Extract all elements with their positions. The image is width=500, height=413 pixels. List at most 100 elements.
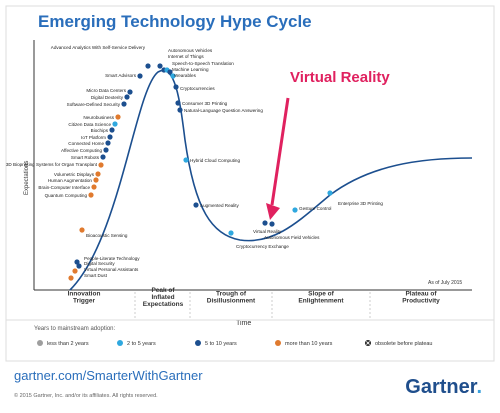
tech-point (228, 230, 234, 236)
tech-point (173, 84, 179, 90)
copyright: © 2015 Gartner, Inc. and/or its affiliat… (14, 393, 158, 399)
tech-point (175, 100, 181, 106)
tech-label: Citizen Data Science (68, 122, 111, 127)
tech-point (95, 171, 101, 177)
tech-label: Machine Learning (172, 67, 209, 72)
tech-point (109, 127, 115, 133)
legend-dot-icon (195, 340, 201, 346)
phase-label: Plateau of Productivity (402, 291, 440, 305)
tech-point (127, 89, 133, 95)
brand-logo: Gartner. (405, 376, 482, 399)
tech-label: Bioacoustic Sensing (86, 233, 128, 238)
tech-label: Smart Robots (71, 155, 100, 160)
tech-point (98, 162, 104, 168)
tech-label: Cryptocurrencies (180, 86, 215, 91)
tech-label: Hybrid Cloud Computing (190, 158, 240, 163)
legend-title: Years to mainstream adoption: (34, 326, 115, 332)
phase-separators (134, 292, 371, 318)
legend-label: obsolete before plateau (375, 341, 433, 347)
tech-point (170, 73, 176, 79)
chart-frame (5, 5, 495, 362)
tech-point (262, 220, 268, 226)
tech-point (327, 190, 333, 196)
tech-label: Cryptocurrency Exchange (236, 244, 289, 249)
tech-label: Connected Home (68, 141, 104, 146)
legend-label: 2 to 5 years (127, 341, 156, 347)
tech-label: Human Augmentation (48, 178, 93, 183)
tech-label: Brain-Computer Interface (38, 185, 90, 190)
tech-point (157, 63, 163, 69)
tech-point (72, 268, 78, 274)
footer-url[interactable]: gartner.com/SmarterWithGartner (14, 368, 203, 383)
tech-label: Micro Data Centers (86, 88, 126, 93)
tech-label: Internet of Things (168, 54, 204, 59)
tech-label: Neurobusiness (83, 115, 114, 120)
tech-label: Augmented Reality (200, 203, 240, 208)
tech-label: Volumetric Displays (54, 172, 95, 177)
tech-label: Speech-to-Speech Translation (172, 61, 234, 66)
tech-label: Quantum Computing (45, 193, 88, 198)
legend-label: less than 2 years (47, 341, 89, 347)
legend-dot-icon (117, 340, 123, 346)
tech-label: IoT Platform (81, 135, 106, 140)
tech-point (269, 221, 275, 227)
tech-label: People-Literate Technology (84, 256, 140, 261)
legend-label: 5 to 10 years (205, 341, 237, 347)
x-axis-label: Time (236, 320, 251, 327)
tech-label: Digital Dexterity (91, 95, 124, 100)
tech-point (91, 184, 97, 190)
tech-label: Biochips (91, 128, 109, 133)
tech-label: Autonomous Vehicles (168, 48, 213, 53)
tech-label: Gesture Control (299, 206, 331, 211)
tech-point (79, 227, 85, 233)
tech-point (103, 147, 109, 153)
brand-dot: . (476, 376, 482, 398)
tech-point (193, 202, 199, 208)
legend-dot-icon (275, 340, 281, 346)
tech-label: Autonomous Field Vehicles (264, 235, 320, 240)
tech-point (68, 275, 74, 281)
phase-label: Slope of Enlightenment (298, 291, 344, 305)
tech-label: Smart Dust (84, 273, 108, 278)
x-mark-icon (366, 341, 370, 345)
tech-point (145, 63, 151, 69)
tech-point (167, 69, 173, 75)
phase-labels: Innovation Trigger Peak of Inflated Expectat… (68, 287, 441, 308)
phase-label: Innovation Trigger (68, 291, 101, 305)
tech-point (292, 207, 298, 213)
tech-point (93, 177, 99, 183)
tech-label: Consumer 3D Printing (182, 101, 228, 106)
tech-point (183, 157, 189, 163)
as-of-note: As of July 2015 (428, 280, 462, 286)
tech-point (112, 121, 118, 127)
tech-point (137, 73, 143, 79)
tech-point (107, 134, 113, 140)
highlight-arrow (270, 97, 290, 206)
phase-label: Peak of Inflated Expectations (143, 287, 184, 308)
tech-point (115, 114, 121, 120)
tech-point (100, 154, 106, 160)
tech-point (177, 107, 183, 113)
brand-name: Gartner (405, 376, 477, 398)
legend-dot-icon (37, 340, 43, 346)
highlight-arrowhead (266, 203, 280, 220)
tech-point (74, 259, 80, 265)
tech-label: Enterprise 3D Printing (338, 201, 383, 206)
tech-label: Virtual Reality (253, 229, 282, 234)
hype-curve (69, 69, 473, 291)
legend-items: less than 2 years 2 to 5 years 5 to 10 yea… (37, 340, 433, 347)
tech-label: 3D Bioprinting Systems for Organ Transpl… (6, 162, 98, 167)
tech-label: Software-Defined Security (67, 102, 121, 107)
tech-label: Virtual Personal Assistants (84, 267, 139, 272)
tech-label: Wearables (174, 73, 197, 78)
tech-label: Natural-Language Question Answering (184, 108, 263, 113)
tech-point (124, 94, 130, 100)
legend-label: more than 10 years (285, 341, 333, 347)
tech-label: Smart Advisors (105, 73, 137, 78)
y-axis-label: Expectations (24, 161, 30, 195)
tech-label: Advanced Analytics With Self-Service Del… (51, 45, 146, 50)
tech-point (121, 101, 127, 107)
tech-label: Affective Computing (61, 148, 102, 153)
